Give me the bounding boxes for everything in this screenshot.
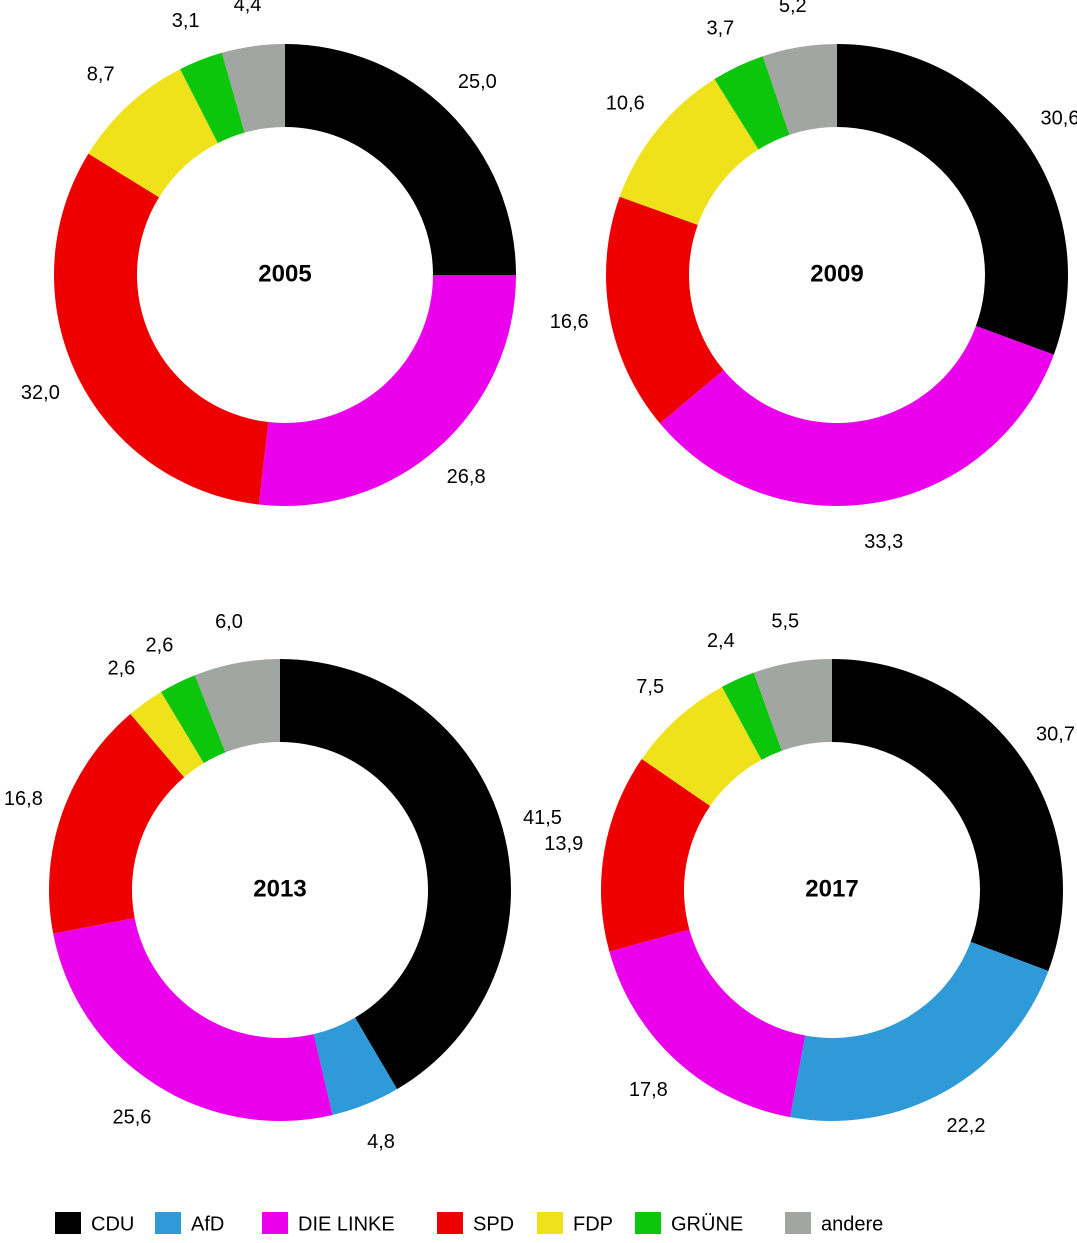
donut-segment	[619, 79, 759, 225]
donut-segment	[832, 659, 1063, 971]
legend-label: SPD	[473, 1213, 514, 1235]
data-label: 10,6	[606, 93, 645, 115]
donut-segment	[221, 44, 285, 133]
donut-segment	[180, 52, 245, 144]
legend-swatch	[437, 1212, 463, 1234]
donut-segment	[721, 672, 782, 760]
data-label: 4,8	[367, 1131, 395, 1153]
data-label: 16,8	[4, 788, 43, 810]
legend-label: GRÜNE	[671, 1213, 743, 1235]
data-label: 16,6	[550, 311, 589, 333]
donut-segment	[659, 326, 1054, 506]
data-label: 5,5	[771, 610, 799, 632]
legend-swatch	[155, 1212, 181, 1234]
donut-segment	[753, 659, 832, 751]
donut-segment	[601, 758, 711, 952]
legend-swatch	[537, 1212, 563, 1234]
donut-segment	[641, 686, 762, 807]
data-label: 26,8	[447, 466, 486, 488]
donut-segment	[280, 659, 512, 1090]
donut-segment	[609, 929, 806, 1118]
chart-title: 2009	[810, 260, 863, 287]
data-label: 33,3	[864, 531, 903, 553]
data-label: 17,8	[629, 1079, 668, 1101]
donut-segment	[762, 44, 837, 135]
donut-segment	[714, 56, 790, 150]
chart-title: 2013	[253, 875, 306, 902]
legend-swatch	[262, 1212, 288, 1234]
legend-label: CDU	[91, 1213, 134, 1235]
data-label: 22,2	[947, 1115, 986, 1137]
donut-segment	[285, 44, 516, 275]
donut-segment	[53, 917, 333, 1121]
legend-swatch	[55, 1212, 81, 1234]
legend-label: andere	[821, 1213, 883, 1235]
data-label: 41,5	[523, 807, 562, 829]
donut-segment	[194, 659, 280, 753]
donut-segment	[313, 1017, 398, 1115]
data-label: 13,9	[544, 833, 583, 855]
donut-segment	[53, 153, 269, 505]
legend-label: FDP	[573, 1213, 613, 1235]
data-label: 3,7	[707, 18, 735, 40]
data-label: 2,6	[146, 634, 174, 656]
legend-label: AfD	[191, 1213, 224, 1235]
data-label: 30,6	[1041, 108, 1077, 130]
data-label: 2,6	[107, 657, 135, 679]
data-label: 30,7	[1036, 723, 1075, 745]
donut-segment	[130, 691, 204, 778]
legend-swatch	[785, 1212, 811, 1234]
data-label: 3,1	[172, 10, 200, 32]
donut-segment	[258, 275, 516, 506]
data-label: 25,0	[458, 71, 497, 93]
data-label: 2,4	[707, 630, 735, 652]
legend-swatch	[635, 1212, 661, 1234]
chart-title: 2005	[258, 260, 311, 287]
data-label: 6,0	[215, 611, 243, 633]
donut-segment	[161, 675, 226, 764]
data-label: 5,2	[779, 0, 807, 17]
data-label: 8,7	[87, 63, 115, 85]
legend-label: DIE LINKE	[298, 1213, 395, 1235]
data-label: 25,6	[112, 1106, 151, 1128]
donut-segment	[606, 196, 724, 424]
data-label: 32,0	[21, 382, 60, 404]
donut-segment	[790, 941, 1049, 1122]
donut-segment	[837, 44, 1068, 355]
donut-segment	[48, 713, 185, 934]
chart-title: 2017	[805, 875, 858, 902]
donut-segment	[88, 69, 218, 198]
data-label: 4,4	[234, 0, 262, 16]
data-label: 7,5	[636, 676, 664, 698]
